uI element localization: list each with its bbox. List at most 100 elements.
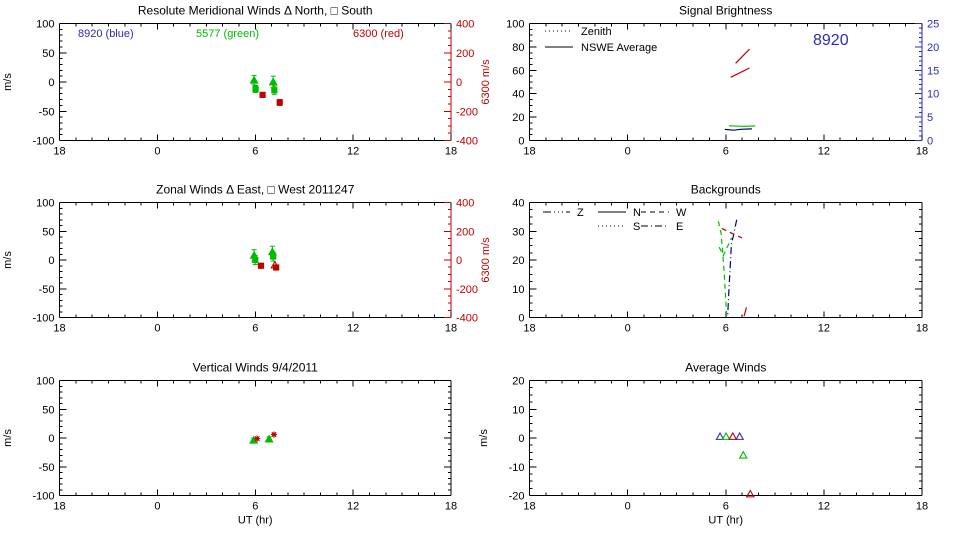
star-line: [271, 431, 277, 438]
y-tick-label: 100: [36, 376, 54, 388]
y-tick-label: 50: [42, 226, 54, 238]
y-tick-label: 80: [512, 42, 524, 54]
y-tick-label: 100: [36, 19, 54, 31]
x-tick-label: 18: [916, 323, 928, 335]
legend-label: NSWE Average: [581, 42, 657, 54]
data-point-south-5577: [271, 87, 278, 94]
right-tick-label: 0: [456, 77, 462, 89]
x-axis-title: UT (hr): [708, 515, 743, 527]
data-point-zenith-6300: [254, 435, 261, 442]
y-tick-label: -10: [509, 462, 525, 474]
y-tick-label: 0: [518, 313, 524, 325]
legend-label: Z: [577, 207, 584, 219]
right-tick-label: 0: [456, 255, 462, 267]
y-tick-label: 10: [512, 404, 524, 416]
x-tick-label: 18: [53, 501, 65, 513]
y-tick-label: -100: [32, 313, 54, 325]
x-tick-label: 18: [445, 323, 457, 335]
x-tick-label: 12: [347, 323, 359, 335]
x-tick-label: 18: [523, 323, 535, 335]
series-6300-brightness-a: [730, 67, 750, 78]
y-tick-label: 60: [512, 65, 524, 77]
x-tick-label: 12: [818, 146, 830, 158]
right-tick-label: -200: [456, 284, 478, 296]
y-tick-label: 40: [512, 89, 524, 101]
right-tick-label: 200: [456, 48, 474, 60]
x-tick-label: 6: [723, 323, 729, 335]
series-6300-background-low: [743, 307, 747, 317]
x-tick-label: 18: [445, 501, 457, 513]
y-tick-label: -50: [39, 462, 55, 474]
right-tick-label: -200: [456, 106, 478, 118]
y-tick-label: -50: [39, 284, 55, 296]
y-tick-label: -50: [39, 106, 55, 118]
star-line: [254, 435, 260, 442]
right-tick-label: 400: [456, 19, 474, 31]
y-tick-label: 50: [42, 404, 54, 416]
plot-title: Vertical Winds 9/4/2011: [193, 361, 319, 375]
legend-label: S: [633, 221, 640, 233]
data-point-west-5577: [252, 256, 259, 264]
y-tick-label: 30: [512, 226, 524, 238]
plot-title: Average Winds: [685, 361, 766, 375]
annotation: 6300 (red): [353, 28, 404, 40]
y-tick-label: 10: [512, 284, 524, 296]
y-axis-title: m/s: [478, 429, 490, 447]
data-point-avg-6300: [745, 489, 755, 498]
x-tick-label: 12: [347, 501, 359, 513]
right-tick-label: 15: [927, 65, 939, 77]
plot-title: Backgrounds: [691, 183, 761, 197]
y-axis-title: m/s: [2, 73, 14, 91]
data-point-zenith-6300: [271, 431, 278, 438]
right-tick-label: 400: [456, 198, 474, 210]
x-tick-label: 18: [916, 146, 928, 158]
plot-zonal-winds: Zonal Winds Δ East, □ West 2011247 18 0 6 12…: [2, 183, 492, 335]
series-8920-background: [727, 219, 738, 317]
y-axis-title: m/s: [2, 251, 14, 269]
x-tick-label: 0: [625, 323, 631, 335]
data-point-north-5577: [249, 75, 259, 84]
x-tick-label: 18: [523, 501, 535, 513]
y-tick-label: 50: [42, 48, 54, 60]
x-tick-label: 0: [154, 146, 160, 158]
x-tick-label: 0: [154, 323, 160, 335]
x-tick-label: 6: [252, 323, 258, 335]
right-tick-label: 0: [927, 136, 933, 148]
right-tick-label: 20: [927, 42, 939, 54]
right-tick-label: 5: [927, 112, 933, 124]
data-point-zenith-5577: [264, 434, 274, 443]
x-tick-label: 18: [445, 146, 457, 158]
x-tick-label: 0: [625, 146, 631, 158]
y-axis-title: m/s: [2, 429, 14, 447]
x-axis-title: UT (hr): [238, 515, 273, 527]
plot-title: Zonal Winds Δ East, □ West 2011247: [156, 183, 355, 197]
x-tick-label: 12: [347, 146, 359, 158]
data-point-south-6300: [259, 91, 266, 98]
x-tick-label: 0: [625, 501, 631, 513]
y-tick-label: 0: [48, 255, 54, 267]
annotation: 8920: [813, 32, 849, 49]
data-point-south-5577: [252, 85, 259, 93]
data-point-avg-8920: [715, 431, 725, 440]
data-point-north-5577: [268, 77, 278, 86]
legend-label: Zenith: [581, 26, 612, 38]
x-tick-label: 12: [818, 501, 830, 513]
right-tick-label: 200: [456, 226, 474, 238]
x-tick-label: 18: [53, 146, 65, 158]
plot-meridional-winds: Resolute Meridional Winds Δ North, □ Sou…: [2, 4, 492, 158]
y-tick-label: -100: [32, 136, 54, 148]
data-point-east-6300: [270, 260, 280, 269]
y-tick-label: 20: [512, 112, 524, 124]
right-tick-label: 25: [927, 19, 939, 31]
legend-label: E: [676, 221, 683, 233]
y-tick-label: 100: [36, 198, 54, 210]
data-point-west-5577: [270, 253, 277, 260]
data-point-avg-5577: [721, 431, 731, 440]
x-tick-label: 6: [252, 146, 258, 158]
